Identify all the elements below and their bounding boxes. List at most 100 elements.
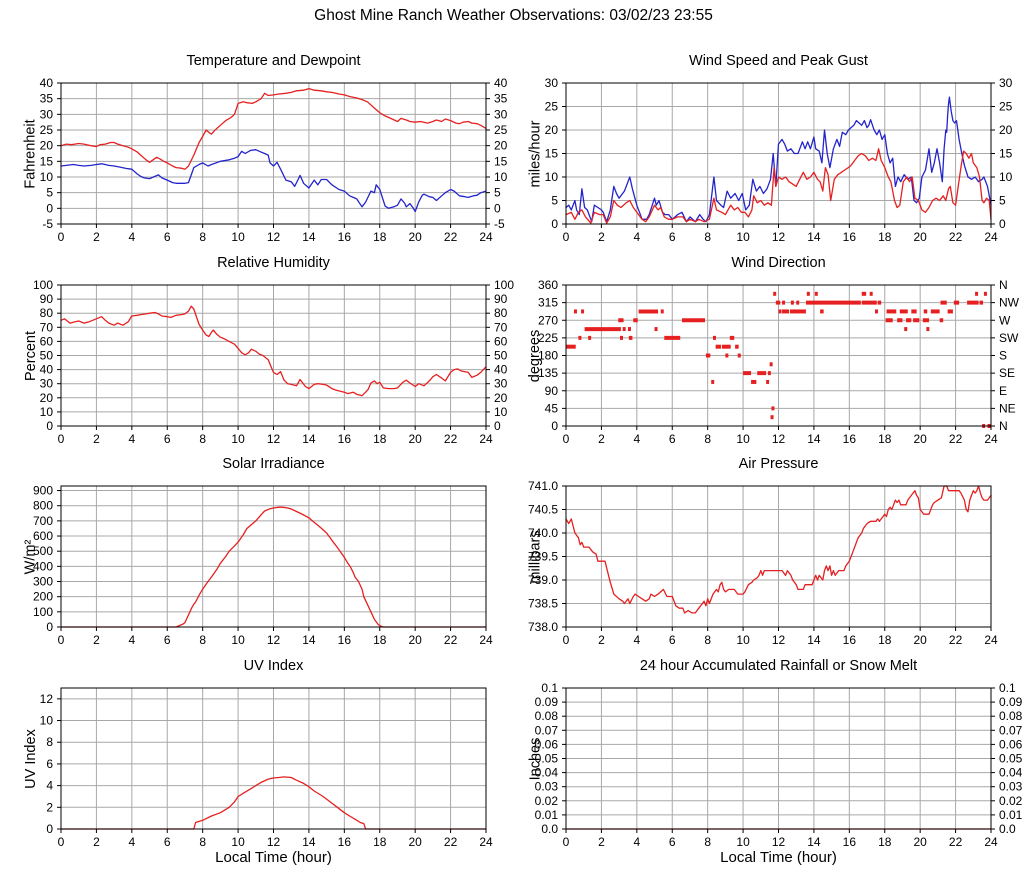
svg-text:2: 2 [598,432,605,446]
svg-text:14: 14 [302,432,316,446]
svg-text:10: 10 [231,633,245,647]
svg-text:0: 0 [46,620,53,634]
svg-text:20: 20 [408,432,422,446]
svg-text:0.08: 0.08 [999,709,1023,723]
svg-text:35: 35 [494,92,508,106]
svg-text:22: 22 [444,230,458,244]
svg-text:0: 0 [551,217,558,231]
svg-text:20: 20 [545,123,559,137]
svg-text:20: 20 [913,432,927,446]
svg-text:0.1: 0.1 [999,681,1016,695]
svg-text:18: 18 [373,432,387,446]
svg-text:20: 20 [40,139,54,153]
svg-text:10: 10 [736,633,750,647]
svg-text:0: 0 [563,633,570,647]
svg-text:135: 135 [538,366,558,380]
svg-text:N: N [999,278,1008,292]
svg-text:2: 2 [46,800,53,814]
svg-text:16: 16 [338,633,352,647]
svg-text:80: 80 [40,306,54,320]
svg-text:14: 14 [302,633,316,647]
svg-text:22: 22 [444,633,458,647]
svg-text:0: 0 [563,230,570,244]
svg-text:20: 20 [913,835,927,849]
svg-text:8: 8 [199,835,206,849]
svg-text:16: 16 [843,633,857,647]
svg-text:30: 30 [545,76,559,90]
svg-text:30: 30 [40,377,54,391]
svg-text:E: E [999,384,1007,398]
svg-text:0.09: 0.09 [999,695,1023,709]
chart-title: Relative Humidity [217,255,330,271]
svg-text:0: 0 [58,633,65,647]
svg-text:300: 300 [33,575,53,589]
svg-text:0.06: 0.06 [535,737,559,751]
svg-text:12: 12 [267,633,281,647]
svg-text:16: 16 [338,432,352,446]
svg-text:0.01: 0.01 [999,808,1023,822]
x-axis-label: Local Time (hour) [215,849,332,866]
svg-text:14: 14 [807,432,821,446]
svg-text:4: 4 [128,230,135,244]
svg-text:8: 8 [704,230,711,244]
svg-text:14: 14 [807,835,821,849]
svg-text:6: 6 [669,230,676,244]
svg-text:741.0: 741.0 [528,479,558,493]
svg-text:0: 0 [46,201,53,215]
svg-text:0.04: 0.04 [999,766,1023,780]
chart-title: Temperature and Dewpoint [186,53,361,69]
svg-text:6: 6 [669,633,676,647]
svg-text:20: 20 [494,391,508,405]
svg-text:10: 10 [736,432,750,446]
svg-text:4: 4 [633,432,640,446]
svg-text:40: 40 [40,363,54,377]
svg-text:16: 16 [338,835,352,849]
svg-text:W: W [999,313,1011,327]
svg-text:8: 8 [704,835,711,849]
svg-text:22: 22 [444,835,458,849]
svg-text:8: 8 [46,735,53,749]
svg-text:12: 12 [267,230,281,244]
svg-text:16: 16 [338,230,352,244]
svg-text:20: 20 [913,633,927,647]
svg-text:10: 10 [40,405,54,419]
svg-text:18: 18 [878,633,892,647]
svg-text:100: 100 [33,278,53,292]
svg-text:12: 12 [40,692,54,706]
svg-text:18: 18 [878,230,892,244]
svg-text:60: 60 [494,334,508,348]
svg-text:8: 8 [199,432,206,446]
svg-text:35: 35 [40,92,54,106]
svg-text:4: 4 [128,633,135,647]
svg-text:360: 360 [538,278,558,292]
svg-text:4: 4 [46,779,53,793]
svg-text:4: 4 [633,633,640,647]
svg-text:738.5: 738.5 [528,597,558,611]
svg-text:20: 20 [408,633,422,647]
svg-text:315: 315 [538,296,558,310]
svg-text:0.07: 0.07 [999,723,1023,737]
svg-text:25: 25 [494,123,508,137]
chart-temperature-dewpoint: Temperature and Dewpoint Fahrenheit -5 0 5… [0,50,532,286]
chart-relative-humidity: Relative Humidity Percent 0 10 20 30 40 50 60 7… [0,252,532,488]
svg-text:18: 18 [373,230,387,244]
chart-rainfall-snow-melt: 24 hour Accumulated Rainfall or Snow Mel… [505,655,1027,891]
svg-text:900: 900 [33,484,53,498]
svg-text:15: 15 [999,147,1013,161]
svg-text:2: 2 [598,230,605,244]
svg-text:12: 12 [772,835,786,849]
svg-text:200: 200 [33,590,53,604]
svg-text:SW: SW [999,331,1019,345]
svg-text:10: 10 [736,230,750,244]
chart-solar-irradiance: Solar Irradiance W/m² 0 100 200 300 400 500 60… [0,453,532,689]
svg-text:12: 12 [267,835,281,849]
chart-title: Solar Irradiance [222,456,325,472]
svg-text:14: 14 [807,633,821,647]
svg-text:30: 30 [999,76,1013,90]
svg-text:0: 0 [58,432,65,446]
chart-air-pressure: Air Pressure millibars 738.0 738.5 739.0 73… [505,453,1027,689]
svg-text:16: 16 [843,835,857,849]
